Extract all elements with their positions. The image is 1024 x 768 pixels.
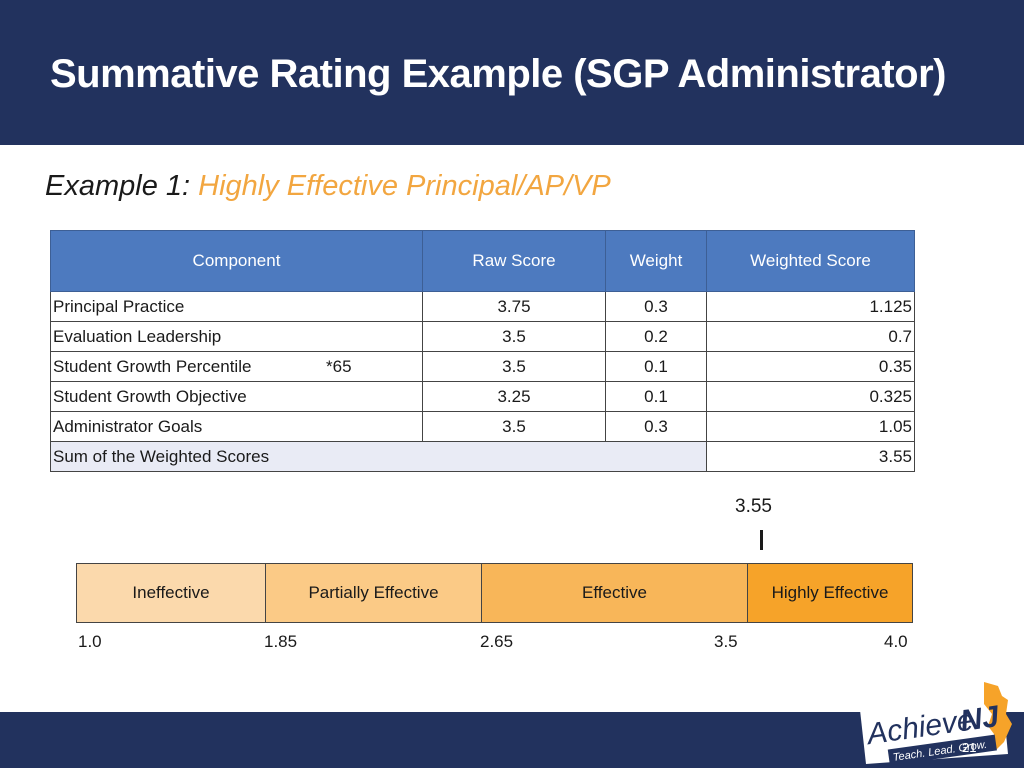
header-weight: Weight	[605, 230, 707, 292]
raw-score-cell: 3.75	[422, 291, 606, 322]
scale-segment-partially-effective: Partially Effective	[265, 564, 481, 622]
header-weighted-score: Weighted Score	[706, 230, 915, 292]
weighted-score-cell: 0.7	[706, 321, 915, 352]
footer-band	[0, 712, 1024, 768]
raw-score-cell: 3.5	[422, 321, 606, 352]
weight-cell: 0.3	[605, 291, 707, 322]
rating-scale-bar: Ineffective Partially Effective Effectiv…	[76, 563, 913, 623]
summative-rating-table: Component Raw Score Weight Weighted Scor…	[50, 230, 915, 472]
subtitle-prefix: Example 1:	[45, 170, 199, 202]
logo-wordmark-right: NJ	[958, 700, 1002, 738]
component-name: Student Growth Objective	[53, 386, 247, 406]
new-jersey-state-shape-icon	[984, 682, 1012, 750]
weight-cell: 0.1	[605, 351, 707, 382]
weighted-score-cell: 1.05	[706, 411, 915, 442]
scale-segment-highly-effective: Highly Effective	[747, 564, 912, 622]
table-row: Administrator Goals 3.5 0.3 1.05	[50, 411, 915, 442]
table-row: Evaluation Leadership 3.5 0.2 0.7	[50, 321, 915, 352]
sgp-score-note: *65	[326, 356, 352, 376]
sum-row: Sum of the Weighted Scores 3.55	[50, 441, 915, 472]
raw-score-cell: 3.5	[422, 411, 606, 442]
page-number: 21	[962, 740, 977, 755]
weight-cell: 0.2	[605, 321, 707, 352]
weight-cell: 0.3	[605, 411, 707, 442]
subtitle-accent: Highly Effective Principal/AP/VP	[198, 170, 611, 202]
weight-cell: 0.1	[605, 381, 707, 412]
scale-segment-effective: Effective	[481, 564, 747, 622]
header-raw-score: Raw Score	[422, 230, 606, 292]
scale-tick-1-85: 1.85	[264, 632, 298, 651]
component-name: Administrator Goals	[53, 416, 203, 436]
example-subtitle: Example 1: Highly Effective Principal/AP…	[45, 170, 611, 203]
header-component: Component	[50, 230, 423, 292]
weighted-score-cell: 0.35	[706, 351, 915, 382]
table-row: Student Growth Objective 3.25 0.1 0.325	[50, 381, 915, 412]
achievenj-logo: Achieve NJ Teach. Lead. Grow.	[860, 682, 1012, 764]
table-row: Student Growth Percentile *65 3.5 0.1 0.3…	[50, 351, 915, 382]
table-row: Principal Practice 3.75 0.3 1.125	[50, 291, 915, 322]
score-marker-label: 3.55	[735, 496, 772, 517]
component-name: Evaluation Leadership	[53, 326, 222, 346]
scale-tick-1-0: 1.0	[78, 632, 102, 651]
scale-tick-4-0: 4.0	[884, 632, 908, 651]
scale-tick-2-65: 2.65	[480, 632, 514, 651]
weighted-score-cell: 1.125	[706, 291, 915, 322]
score-marker-line	[760, 530, 763, 550]
scale-tick-3-5: 3.5	[714, 632, 738, 651]
sum-value: 3.55	[706, 441, 915, 472]
slide-title: Summative Rating Example (SGP Administra…	[50, 52, 947, 96]
table-header-row: Component Raw Score Weight Weighted Scor…	[50, 230, 915, 292]
raw-score-cell: 3.5	[422, 351, 606, 382]
sum-label: Sum of the Weighted Scores	[50, 441, 707, 472]
raw-score-cell: 3.25	[422, 381, 606, 412]
component-name: Student Growth Percentile	[53, 356, 252, 376]
component-name: Principal Practice	[53, 296, 185, 316]
scale-segment-ineffective: Ineffective	[77, 564, 265, 622]
header-band	[0, 0, 1024, 145]
weighted-score-cell: 0.325	[706, 381, 915, 412]
